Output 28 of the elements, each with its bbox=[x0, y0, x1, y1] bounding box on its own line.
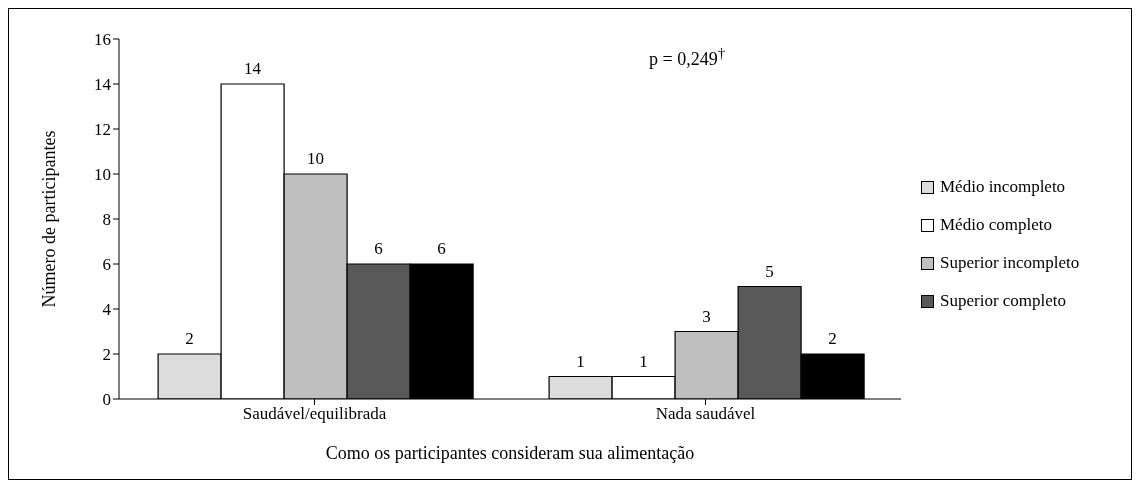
legend-label: Superior completo bbox=[940, 291, 1067, 311]
data-label: 1 bbox=[576, 351, 585, 371]
data-label: 3 bbox=[702, 306, 711, 326]
y-tick-label: 14 bbox=[94, 75, 112, 95]
x-tick-label: Saudável/equilibrada bbox=[242, 404, 387, 424]
annotation: p = 0,249$^{†}$ bbox=[649, 45, 726, 70]
y-tick-label: 8 bbox=[102, 210, 111, 230]
x-tick-label: Nada saudável bbox=[655, 404, 756, 424]
data-label: 10 bbox=[307, 149, 325, 168]
data-label: 6 bbox=[437, 239, 446, 258]
legend-label: Superior incompleto bbox=[940, 253, 1080, 273]
x-axis-title: Como os participantes consideram sua alimentação bbox=[325, 443, 695, 463]
y-tick-label: 12 bbox=[94, 120, 111, 140]
y-tick-label: 16 bbox=[94, 30, 111, 50]
data-label: 1 bbox=[639, 351, 648, 371]
y-tick-label: 4 bbox=[102, 300, 112, 320]
data-label: 2 bbox=[185, 329, 194, 348]
data-label: 6 bbox=[374, 239, 383, 258]
y-tick-label: 6 bbox=[102, 255, 111, 275]
legend-label: Médio completo bbox=[940, 215, 1052, 235]
y-axis-title: Número de participantes bbox=[39, 130, 60, 308]
data-label: 5 bbox=[765, 261, 774, 281]
y-tick-label: 2 bbox=[102, 345, 111, 365]
legend-label: Médio incompleto bbox=[940, 177, 1066, 197]
data-label: 14 bbox=[244, 59, 262, 78]
y-tick-label: 10 bbox=[94, 165, 111, 185]
y-tick-label: 0 bbox=[102, 390, 111, 410]
data-label: 2 bbox=[828, 329, 837, 348]
